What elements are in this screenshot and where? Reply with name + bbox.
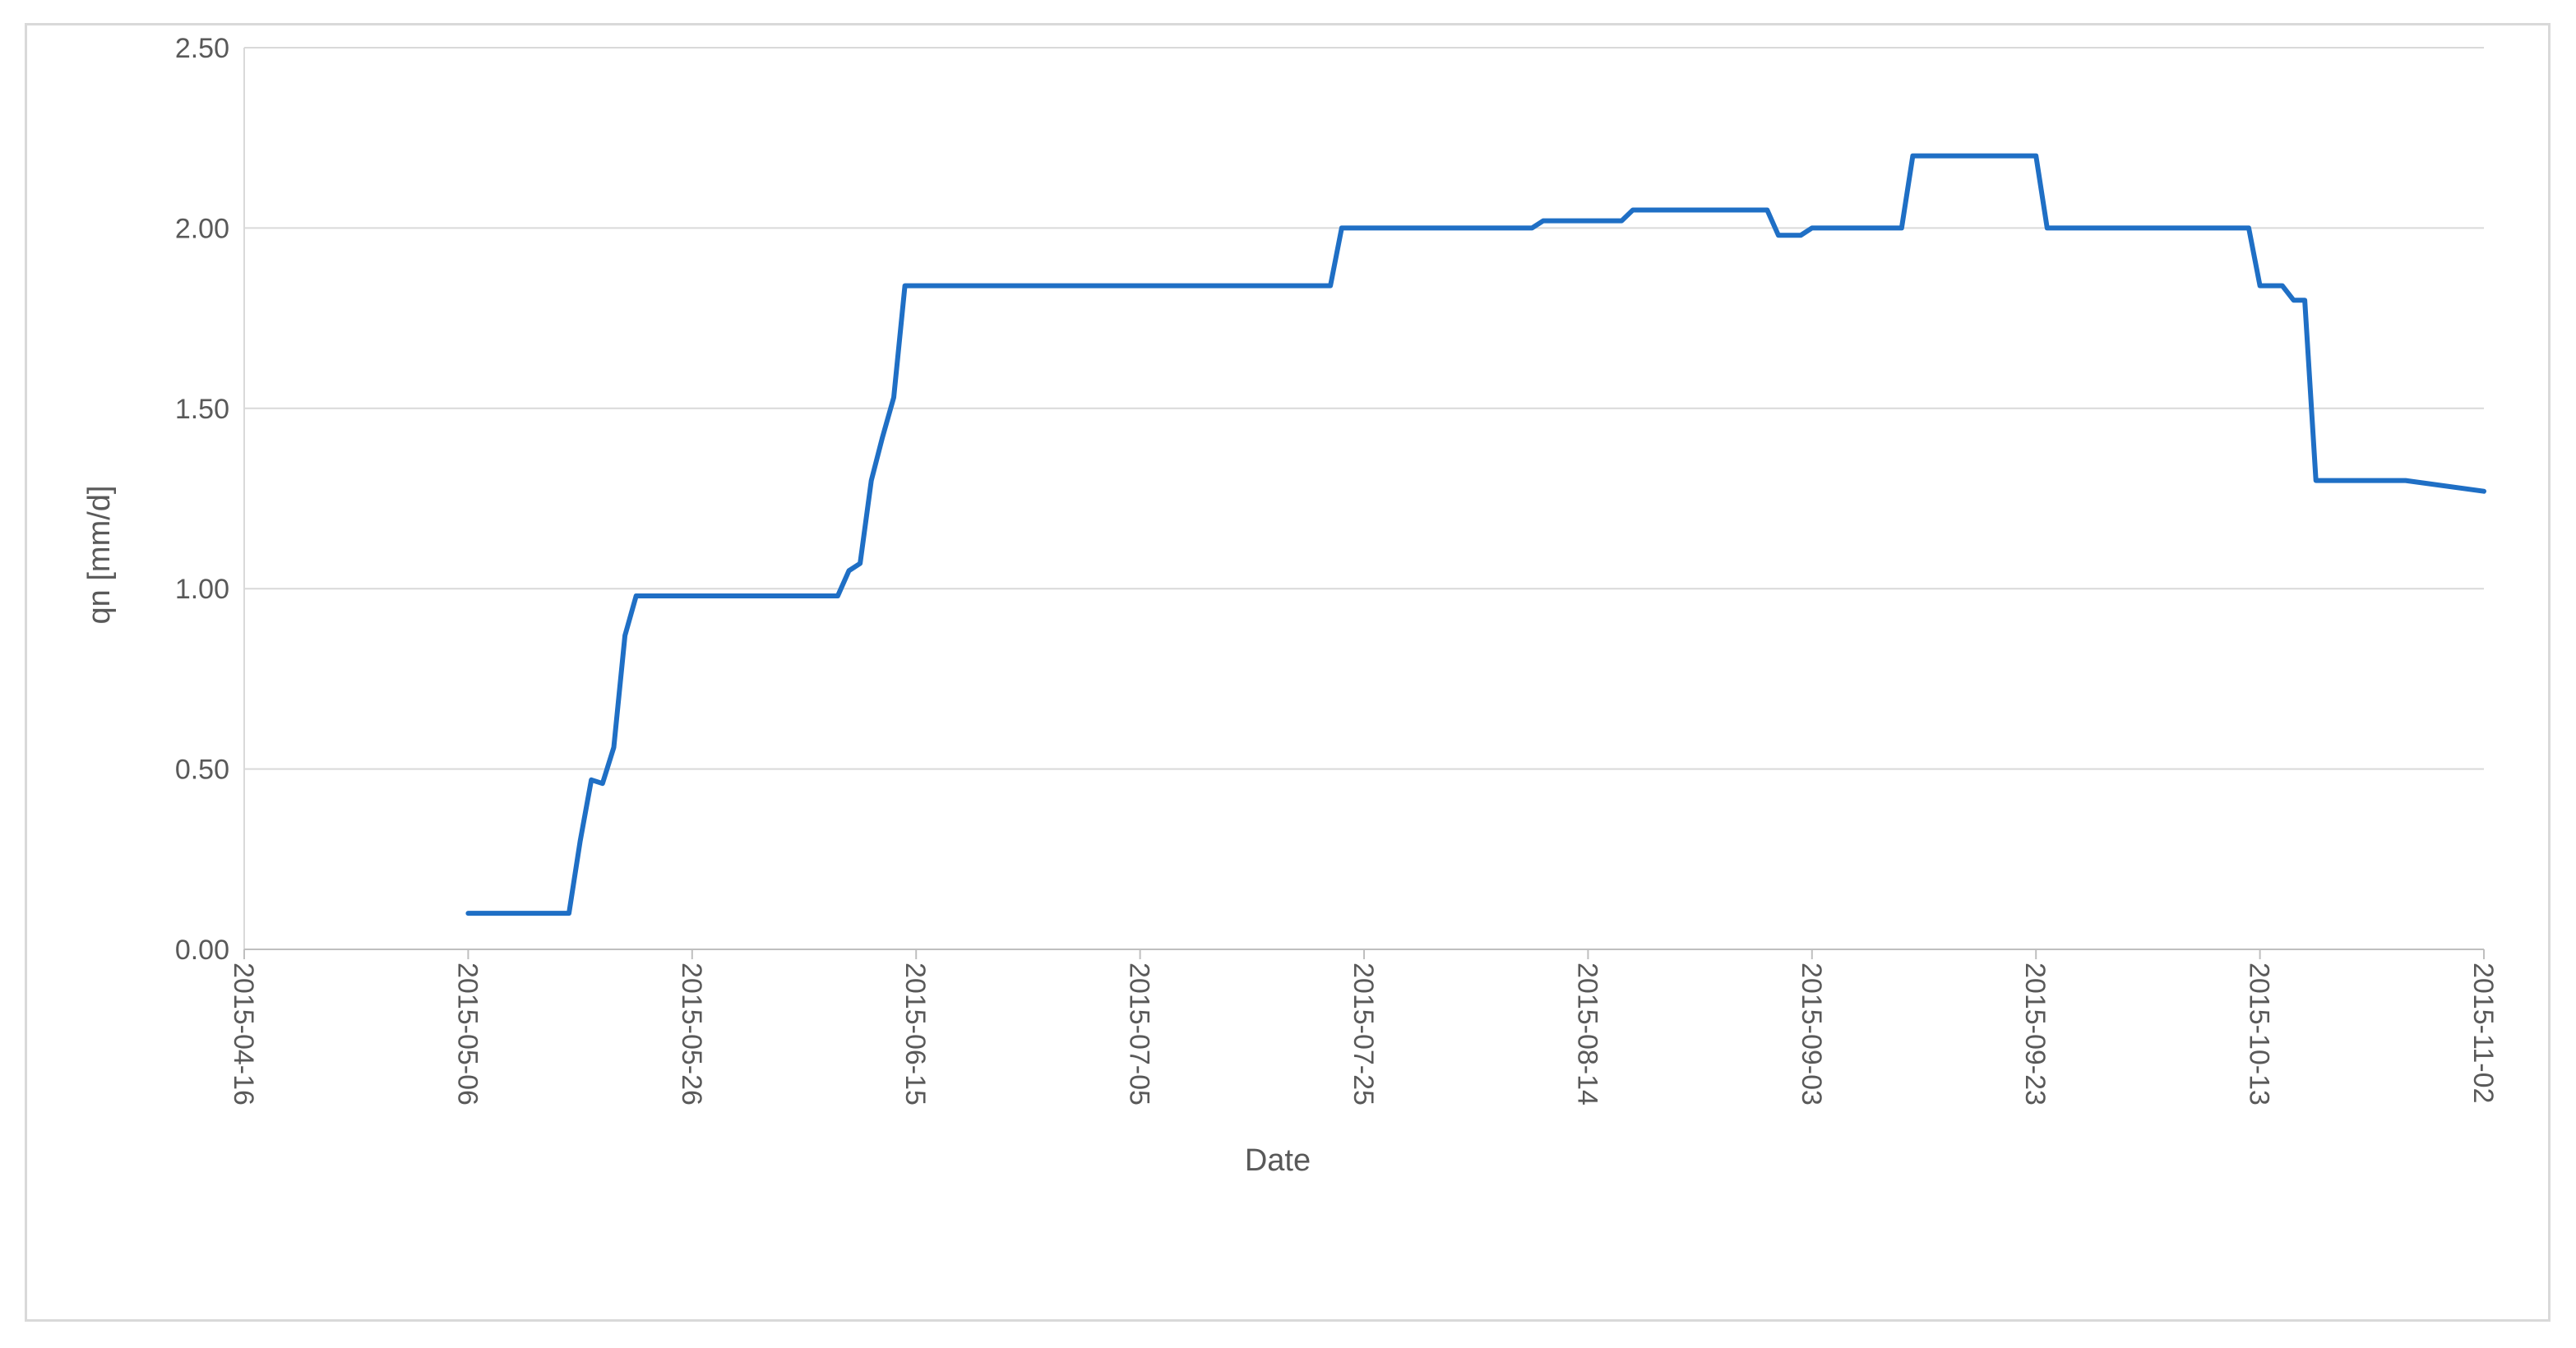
- series: [465, 153, 2486, 916]
- x-tick-label: 2015-09-03: [1796, 963, 1827, 1106]
- x-tick-label: 2015-05-26: [676, 963, 707, 1106]
- y-tick-label: 0.00: [175, 935, 229, 966]
- y-tick-label: 1.50: [175, 394, 229, 425]
- y-tick-label: 1.00: [175, 574, 229, 605]
- x-tick-label: 2015-04-16: [228, 963, 259, 1106]
- x-tick-label: 2015-11-02: [2467, 963, 2499, 1103]
- y-tick-label: 2.50: [175, 33, 229, 64]
- x-tick-label: 2015-10-13: [2244, 963, 2275, 1106]
- x-tick-label: 2015-07-05: [1124, 963, 1155, 1106]
- series-line: [465, 153, 2486, 916]
- chart-frame: 0.00 0.50 1.00 1.50 2.00 2.50 2015-04-16 2015-…: [25, 23, 2551, 1322]
- y-tick-label: 0.50: [175, 755, 229, 786]
- axes: [243, 48, 2484, 950]
- grid-lines: [244, 47, 2484, 770]
- x-tick-label: 2015-05-06: [451, 963, 483, 1106]
- x-tick-label: 2015-08-14: [1571, 963, 1602, 1106]
- y-axis-title: qn [mm/d]: [82, 486, 117, 625]
- x-tick-label: 2015-06-15: [900, 963, 931, 1106]
- x-tick-label: 2015-07-25: [1348, 963, 1379, 1106]
- y-tick-label: 2.00: [175, 213, 229, 244]
- line-chart: 0.000.501.001.502.002.50 2015-04-16 2015-…: [82, 33, 2499, 1178]
- y-axis-ticks: 0.00 0.50 1.00 1.50 2.00 2.50: [175, 33, 229, 966]
- x-axis-ticks: 2015-04-16 2015-05-06 2015-05-26 2015-06-15…: [228, 949, 2499, 1106]
- x-tick-label: 2015-09-23: [2019, 963, 2051, 1106]
- x-axis-title: Date: [1245, 1143, 1311, 1178]
